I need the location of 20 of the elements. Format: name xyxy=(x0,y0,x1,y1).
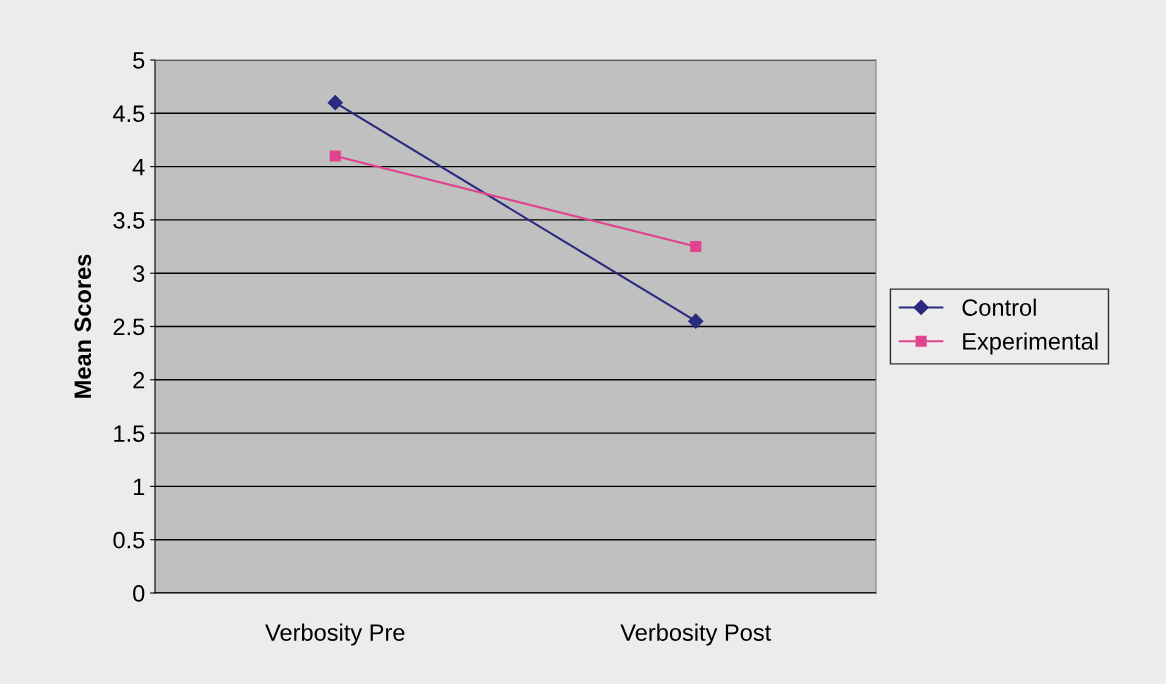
y-tick-label: 1.5 xyxy=(114,425,145,442)
y-tick-label: 4 xyxy=(132,158,145,176)
y-tick-label: 2.5 xyxy=(113,318,145,336)
y-axis-title: Mean Scores xyxy=(74,254,92,398)
point xyxy=(327,95,343,111)
legend-label: Experimental xyxy=(963,332,1098,355)
x-tick-label: Verbosity Pre xyxy=(265,623,405,646)
point xyxy=(688,313,704,329)
legend-label: Control xyxy=(962,298,1036,316)
y-tick-label: 3 xyxy=(133,265,145,282)
point xyxy=(690,240,702,253)
x-tick-label: Verbosity Post xyxy=(620,623,772,646)
y-tick-label: 4.5 xyxy=(113,105,145,123)
y-tick-label: 0 xyxy=(133,585,145,602)
y-tick-label: 5 xyxy=(133,52,145,69)
y-tick-label: 0.5 xyxy=(113,531,145,549)
y-tick-label: 2 xyxy=(133,371,145,389)
y-tick-label: 1 xyxy=(133,478,145,495)
point xyxy=(329,150,341,162)
y-tick-label: 3.5 xyxy=(113,211,145,229)
